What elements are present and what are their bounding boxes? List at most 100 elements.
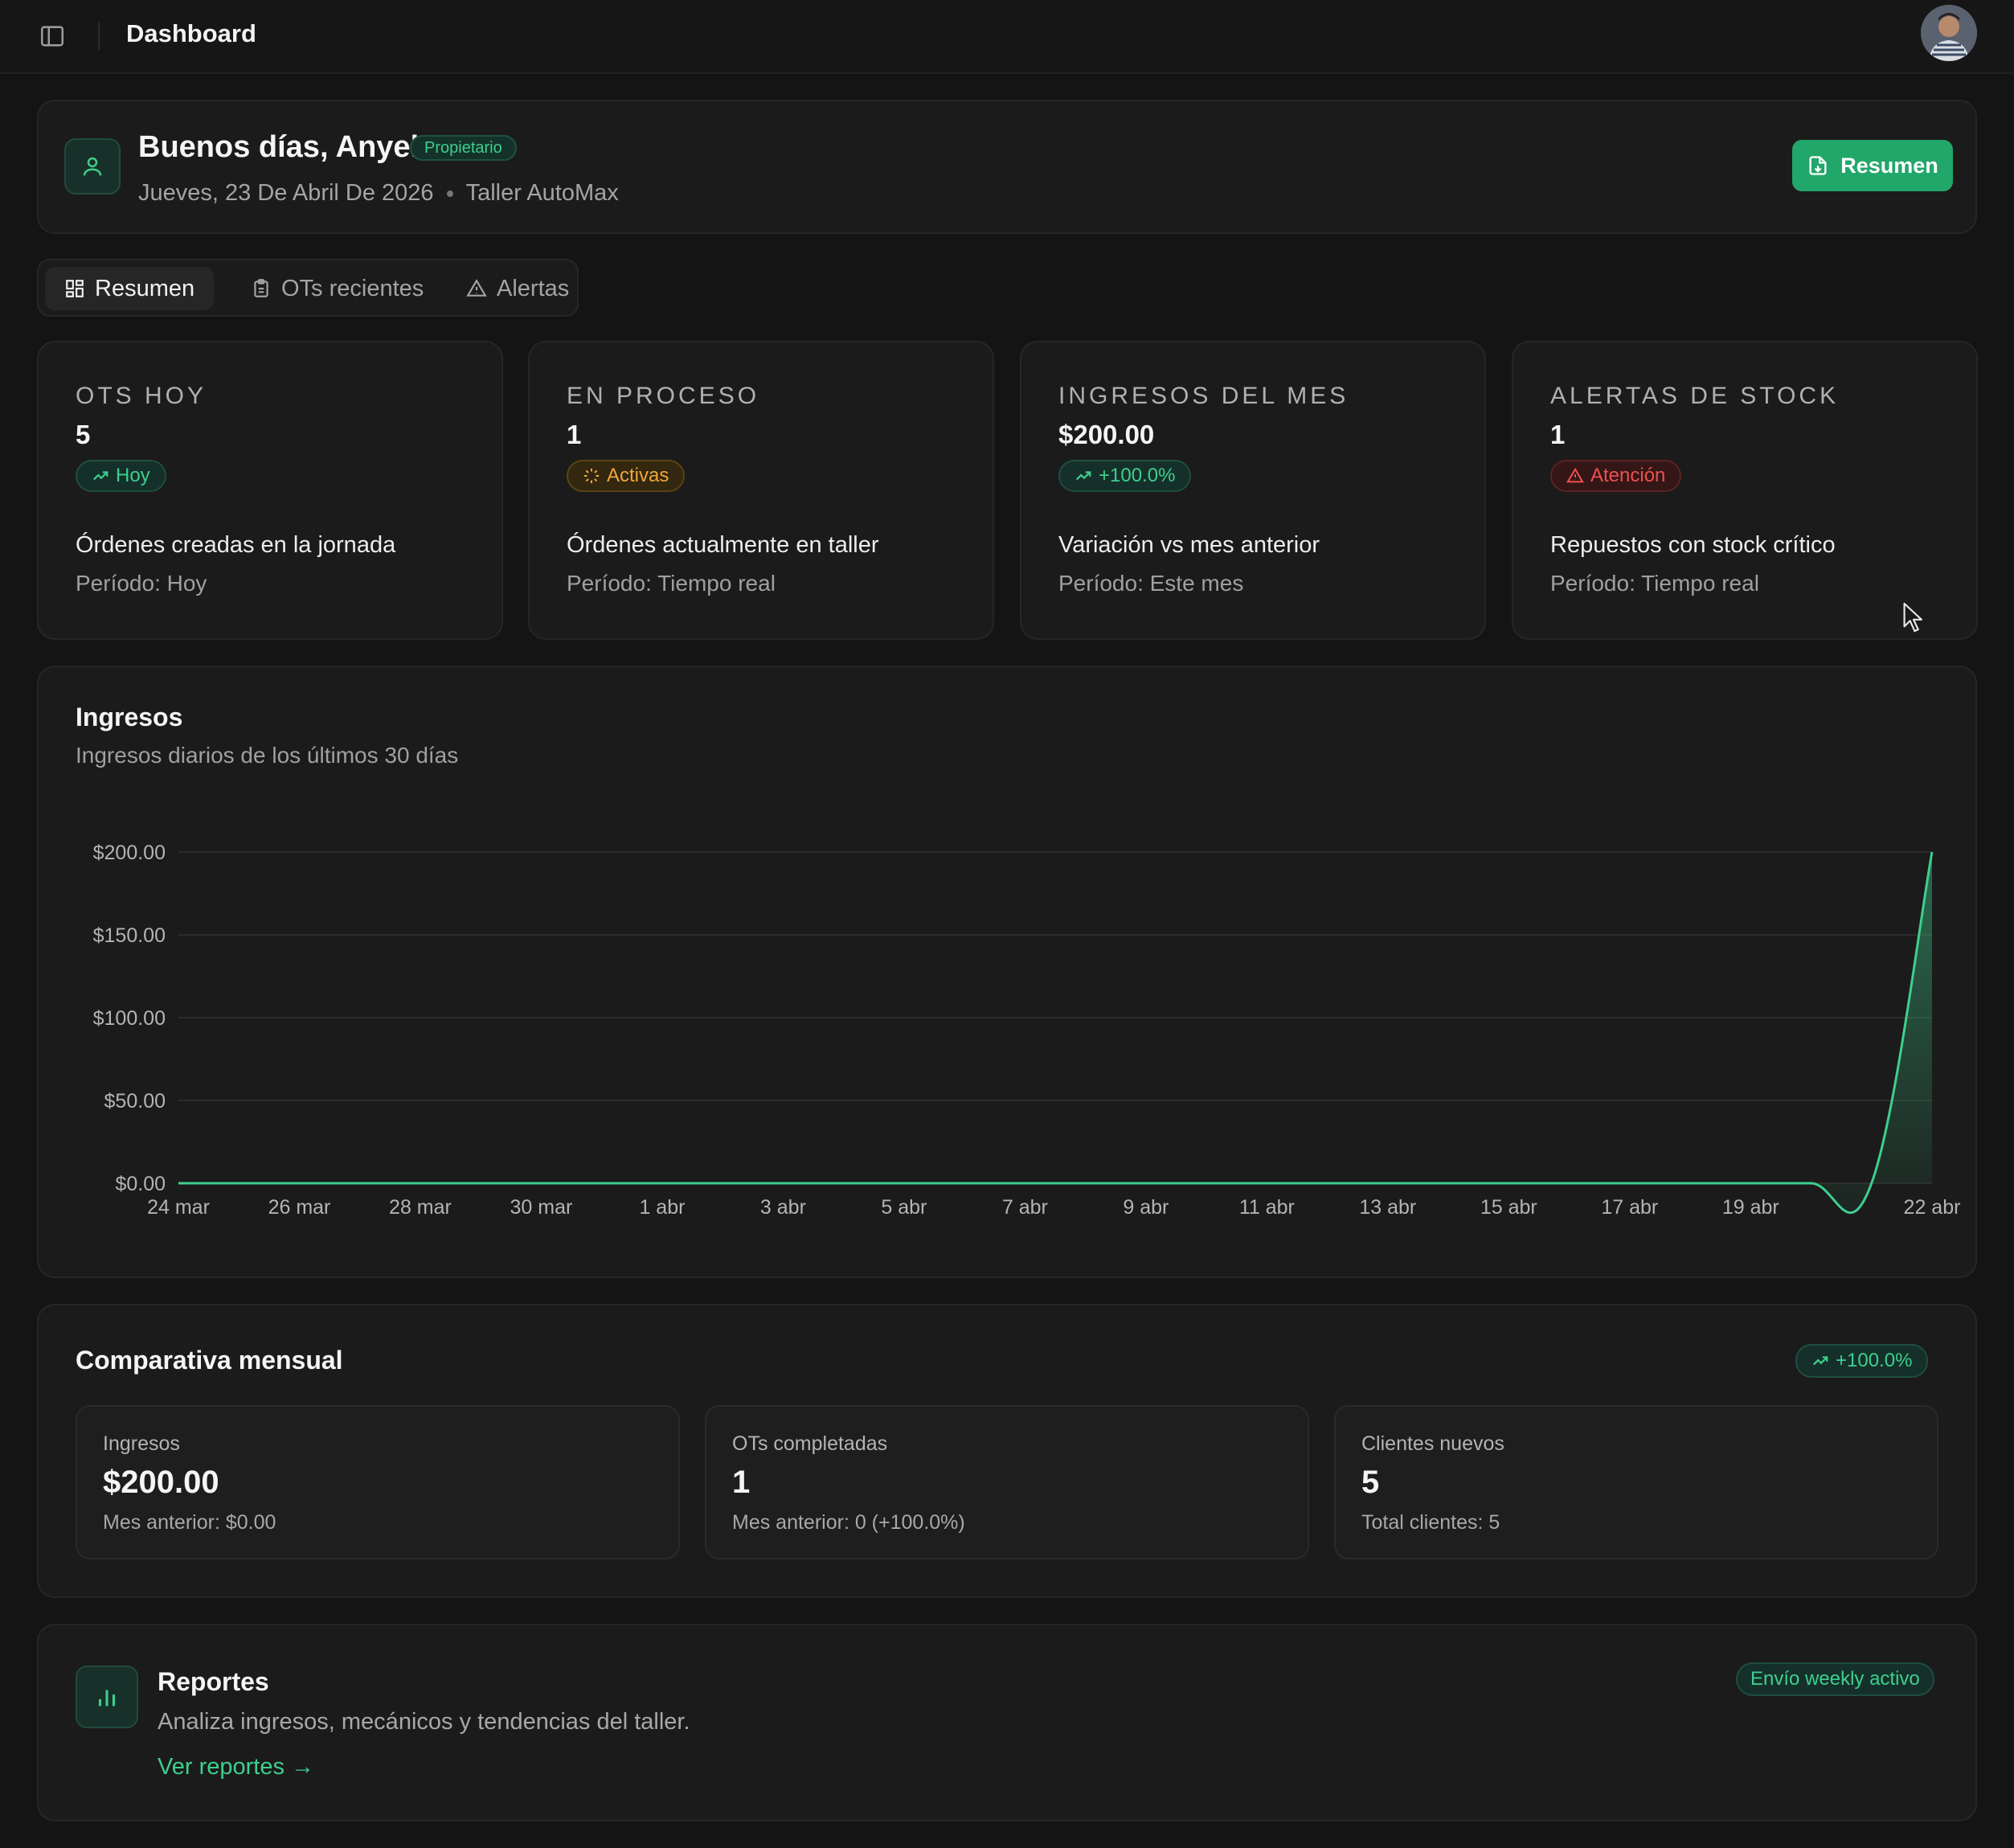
kpi-badge: Hoy xyxy=(76,460,166,492)
tab-label: OTs recientes xyxy=(281,275,424,301)
trending-up-icon xyxy=(1075,471,1091,481)
weekly-status-badge: Envío weekly activo xyxy=(1736,1662,1934,1696)
revenue-chart: $0.00 $50.00 $100.00 $150.00 $200.00 24 mar 26… xyxy=(93,842,1961,1219)
y-tick-label: $0.00 xyxy=(115,1173,166,1195)
stat-label: Ingresos xyxy=(103,1432,180,1455)
kpi-label: ALERTAS DE STOCK xyxy=(1550,383,1840,409)
x-tick-label: 26 mar xyxy=(268,1196,331,1219)
trending-up-icon xyxy=(1812,1356,1828,1366)
separator-dot xyxy=(446,191,453,198)
greeting-card: Buenos días, Anyelo Propietario Jueves, … xyxy=(37,100,1977,234)
topbar-divider xyxy=(98,23,100,50)
greeting-subtitle: Jueves, 23 De Abril De 2026 Taller AutoMa… xyxy=(138,180,619,207)
kpi-period: Período: Este mes xyxy=(1058,571,1244,596)
x-tick-label: 3 abr xyxy=(760,1196,806,1219)
monthly-comparison-card: Comparativa mensual +100.0% Ingresos $20… xyxy=(37,1304,1977,1598)
x-tick-label: 19 abr xyxy=(1722,1196,1779,1219)
x-tick-label: 13 abr xyxy=(1359,1196,1416,1219)
series-area xyxy=(178,852,1932,1213)
reports-subtitle: Analiza ingresos, mecánicos y tendencias… xyxy=(158,1709,690,1735)
monthly-change-badge: +100.0% xyxy=(1795,1344,1929,1378)
chart-subtitle: Ingresos diarios de los últimos 30 días xyxy=(76,743,459,768)
top-bar: Dashboard xyxy=(0,0,2014,74)
stat-label: Clientes nuevos xyxy=(1361,1432,1504,1455)
tab-label: Resumen xyxy=(95,275,195,301)
dashboard-icon xyxy=(66,280,84,297)
warning-icon xyxy=(466,279,487,297)
kpi-badge: Activas xyxy=(567,460,686,492)
clipboard-icon xyxy=(254,279,268,297)
kpi-label: INGRESOS DEL MES xyxy=(1058,383,1349,409)
kpi-description: Repuestos con stock crítico xyxy=(1550,532,1836,558)
x-tick-label: 30 mar xyxy=(510,1196,573,1219)
x-tick-label: 7 abr xyxy=(1002,1196,1048,1219)
summary-button-label: Resumen xyxy=(1840,153,1938,178)
role-badge: Propietario xyxy=(410,135,517,161)
kpi-description: Órdenes creadas en la jornada xyxy=(76,532,396,558)
monthly-change-label: +100.0% xyxy=(1836,1350,1913,1371)
x-tick-label: 5 abr xyxy=(881,1196,927,1219)
kpi-card-ingresos-del-mes: INGRESOS DEL MES $200.00 +100.0% Variaci… xyxy=(1020,341,1486,640)
tab-bar: Resumen OTs recientes Alertas xyxy=(37,259,579,317)
series-line xyxy=(178,851,1934,1215)
kpi-period: Período: Tiempo real xyxy=(567,571,776,596)
stat-ingresos: Ingresos $200.00 Mes anterior: $0.00 xyxy=(76,1405,680,1559)
page-title: Dashboard xyxy=(126,19,256,47)
x-tick-label: 22 abr xyxy=(1904,1196,1961,1219)
kpi-period: Período: Tiempo real xyxy=(1550,571,1759,596)
kpi-value: 1 xyxy=(567,420,582,449)
stat-value: 1 xyxy=(732,1465,751,1500)
mouse-cursor-icon xyxy=(1903,602,1923,633)
warning-icon xyxy=(1566,467,1584,483)
kpi-value: 1 xyxy=(1550,420,1566,449)
chart-title: Ingresos xyxy=(76,703,183,731)
kpi-badge: Atención xyxy=(1550,460,1682,492)
x-tick-label: 9 abr xyxy=(1123,1196,1169,1219)
greeting-title: Buenos días, Anyelo xyxy=(138,130,438,164)
kpi-badge-label: Atención xyxy=(1590,465,1666,486)
kpi-label: EN PROCESO xyxy=(567,383,760,409)
y-tick-label: $150.00 xyxy=(93,924,166,947)
y-tick-label: $50.00 xyxy=(104,1090,166,1112)
revenue-chart-card: Ingresos Ingresos diarios de los últimos… xyxy=(37,666,1977,1278)
trending-up-icon xyxy=(92,471,108,481)
tab-alertas[interactable]: Alertas xyxy=(447,267,588,310)
avatar[interactable] xyxy=(1921,5,1977,61)
view-reports-link[interactable]: Ver reportes → xyxy=(158,1754,315,1780)
kpi-value: 5 xyxy=(76,420,91,449)
x-tick-label: 11 abr xyxy=(1239,1196,1295,1219)
kpi-value: $200.00 xyxy=(1058,420,1155,449)
tab-label: Alertas xyxy=(497,275,570,301)
x-tick-label: 24 mar xyxy=(147,1196,210,1219)
x-tick-label: 28 mar xyxy=(389,1196,452,1219)
sidebar-toggle-icon[interactable] xyxy=(39,23,66,50)
kpi-badge-label: +100.0% xyxy=(1099,465,1176,486)
x-tick-label: 1 abr xyxy=(639,1196,685,1219)
x-tick-label: 15 abr xyxy=(1480,1196,1537,1219)
kpi-badge-label: Hoy xyxy=(116,465,150,486)
stat-footnote: Mes anterior: $0.00 xyxy=(103,1511,276,1534)
stat-clientes-nuevos: Clientes nuevos 5 Total clientes: 5 xyxy=(1334,1405,1938,1559)
y-tick-label: $100.00 xyxy=(93,1007,166,1030)
stat-footnote: Total clientes: 5 xyxy=(1361,1511,1500,1534)
y-tick-label: $200.00 xyxy=(93,842,166,864)
kpi-card-ots-hoy: OTS HOY 5 Hoy Órdenes creadas en la jorn… xyxy=(37,341,503,640)
current-date: Jueves, 23 De Abril De 2026 xyxy=(138,180,434,206)
stat-label: OTs completadas xyxy=(732,1432,888,1455)
file-download-icon xyxy=(1809,156,1827,175)
kpi-label: OTS HOY xyxy=(76,383,207,409)
x-tick-label: 17 abr xyxy=(1601,1196,1658,1219)
kpi-period: Período: Hoy xyxy=(76,571,207,596)
section-title: Comparativa mensual xyxy=(76,1346,343,1375)
tab-ots-recientes[interactable]: OTs recientes xyxy=(231,267,443,310)
stat-ots-completadas: OTs completadas 1 Mes anterior: 0 (+100.… xyxy=(705,1405,1309,1559)
kpi-description: Variación vs mes anterior xyxy=(1058,532,1320,558)
tab-resumen[interactable]: Resumen xyxy=(45,267,215,310)
reports-title: Reportes xyxy=(158,1667,269,1696)
summary-button[interactable]: Resumen xyxy=(1792,140,1953,191)
user-icon xyxy=(64,138,121,195)
workshop-name: Taller AutoMax xyxy=(465,180,619,206)
reports-card: Reportes Analiza ingresos, mecánicos y t… xyxy=(37,1624,1977,1821)
loader-icon xyxy=(583,468,600,484)
kpi-card-alertas-de-stock: ALERTAS DE STOCK 1 Atención Repuestos co… xyxy=(1512,341,1978,640)
